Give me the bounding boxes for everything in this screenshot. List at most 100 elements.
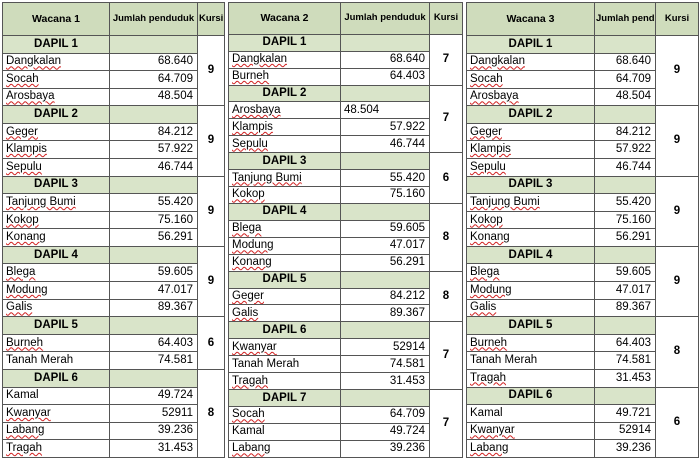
population-value: 75.160 <box>594 210 656 230</box>
population-value: 68.640 <box>340 50 430 69</box>
kecamatan-name: Arosbaya <box>2 87 110 107</box>
kecamatan-name: Arosbaya <box>466 87 595 107</box>
kecamatan-name: Sepulu <box>228 135 341 154</box>
empty-cell <box>340 389 430 408</box>
population-value: 47.017 <box>340 236 430 255</box>
dapil-title: DAPIL 3 <box>466 175 595 195</box>
dapil-title: DAPIL 4 <box>2 245 110 265</box>
kecamatan-name: Modung <box>2 281 110 300</box>
population-value: 57.922 <box>109 140 198 160</box>
header-jumlah: Jumlah penduduk <box>340 2 430 35</box>
population-value: 89.367 <box>594 298 656 318</box>
population-value: 55.420 <box>340 169 430 188</box>
population-value: 64.403 <box>109 333 198 353</box>
population-value: 52911 <box>109 404 198 423</box>
kecamatan-name: Labang <box>2 421 110 441</box>
header-jumlah: Jumlah penduduk <box>594 2 656 36</box>
dapil-title: DAPIL 4 <box>228 202 341 221</box>
kursi-value: 6 <box>429 152 463 204</box>
kursi-value: 8 <box>197 368 225 459</box>
header-wacana: Wacana 1 <box>2 2 110 36</box>
kecamatan-name: Konang <box>2 228 110 247</box>
kecamatan-name: Socah <box>228 406 341 424</box>
dapil-title: DAPIL 1 <box>2 34 110 54</box>
kecamatan-name: Socah <box>466 70 595 89</box>
kursi-value: 8 <box>429 270 463 323</box>
empty-cell <box>340 152 430 171</box>
population-value: 68.640 <box>109 52 198 72</box>
kecamatan-name: Burneh <box>2 333 110 353</box>
kecamatan-name: Burneh <box>466 333 595 353</box>
kecamatan-name: Geger <box>2 122 110 142</box>
kursi-value: 9 <box>655 34 699 107</box>
dapil-title: DAPIL 4 <box>466 245 595 265</box>
kursi-value: 9 <box>197 175 225 247</box>
empty-cell <box>340 33 430 52</box>
population-value: 84.212 <box>109 122 198 142</box>
kecamatan-name: Kokop <box>2 210 110 230</box>
header-wacana: Wacana 2 <box>228 2 341 35</box>
kursi-value: 6 <box>197 316 225 370</box>
empty-cell <box>594 245 656 265</box>
kecamatan-name: Kamal <box>228 422 341 441</box>
population-value: 57.922 <box>340 118 430 137</box>
kursi-value: 7 <box>429 389 463 458</box>
header-jumlah: Jumlah penduduk <box>109 2 198 36</box>
dapil-title: DAPIL 3 <box>2 175 110 195</box>
kecamatan-name: Konang <box>466 228 595 247</box>
kecamatan-name: Modung <box>466 281 595 300</box>
header-kursi: Kursi <box>197 2 225 36</box>
kecamatan-name: Kamal <box>2 386 110 406</box>
population-value: 59.605 <box>340 219 430 238</box>
kecamatan-name: Modung <box>228 236 341 255</box>
dapil-title: DAPIL 3 <box>228 152 341 171</box>
kecamatan-name: Konang <box>228 253 341 272</box>
population-value: 74.581 <box>594 351 656 370</box>
population-value: 56.291 <box>109 228 198 247</box>
kecamatan-name: Galis <box>2 298 110 318</box>
kecamatan-name: Tanah Merah <box>228 355 341 374</box>
kecamatan-name: Burneh <box>228 67 341 86</box>
kecamatan-name: Klampis <box>466 140 595 160</box>
kecamatan-name: Labang <box>466 439 595 458</box>
population-value: 49.724 <box>340 422 430 441</box>
kecamatan-name: Kamal <box>466 404 595 423</box>
population-value: 46.744 <box>109 158 198 177</box>
empty-cell <box>340 270 430 289</box>
population-value: 64.709 <box>594 70 656 89</box>
kecamatan-name: Dangkalan <box>228 50 341 69</box>
kecamatan-name: Tanjung Bumi <box>2 193 110 212</box>
empty-cell <box>594 316 656 335</box>
population-value: 74.581 <box>340 355 430 374</box>
dapil-title: DAPIL 1 <box>228 33 341 52</box>
dapil-title: DAPIL 6 <box>2 368 110 388</box>
kecamatan-name: Socah <box>2 70 110 89</box>
population-value: 75.160 <box>340 186 430 204</box>
kecamatan-name: Kokop <box>228 186 341 204</box>
population-value: 46.744 <box>340 135 430 154</box>
kecamatan-name: Tragah <box>2 439 110 458</box>
kecamatan-name: Tragah <box>228 372 341 391</box>
population-value: 64.403 <box>594 333 656 353</box>
kursi-value: 9 <box>655 175 699 247</box>
kecamatan-name: Sepulu <box>2 158 110 177</box>
kursi-value: 7 <box>429 33 463 86</box>
dapil-title: DAPIL 2 <box>228 84 341 103</box>
population-value: 46.744 <box>594 158 656 177</box>
population-value: 49.721 <box>594 404 656 423</box>
population-value: 39.236 <box>109 421 198 441</box>
kursi-value: 7 <box>429 84 463 154</box>
kecamatan-name: Klampis <box>228 118 341 137</box>
population-value: 55.420 <box>594 193 656 212</box>
kecamatan-name: Kokop <box>466 210 595 230</box>
population-value: 59.605 <box>594 263 656 283</box>
dapil-title: DAPIL 6 <box>228 321 341 340</box>
header-wacana: Wacana 3 <box>466 2 595 36</box>
kecamatan-name: Tanjung Bumi <box>228 169 341 188</box>
empty-cell <box>340 321 430 340</box>
population-value: 48.504 <box>594 87 656 107</box>
population-value: 64.709 <box>340 406 430 424</box>
kecamatan-name: Arosbaya <box>228 101 341 120</box>
kecamatan-name: Tragah <box>466 368 595 388</box>
